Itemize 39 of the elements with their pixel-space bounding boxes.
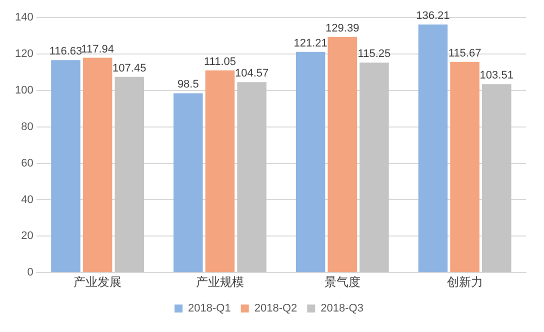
y-tick-label: 60	[21, 157, 34, 170]
legend-label: 2018-Q1	[188, 302, 231, 315]
bar	[174, 93, 203, 272]
y-tick-label: 20	[21, 230, 34, 242]
bar	[450, 62, 480, 272]
bar	[205, 70, 235, 272]
bar	[328, 36, 358, 272]
bar	[82, 58, 112, 272]
x-tick-label: 创新力	[446, 274, 483, 289]
bar	[237, 82, 266, 272]
legend-label: 2018-Q2	[254, 302, 298, 315]
bar	[418, 24, 448, 272]
x-tick-label: 产业发展	[74, 274, 122, 289]
legend-label: 2018-Q3	[320, 302, 364, 315]
bar	[114, 76, 144, 272]
data-label: 116.63	[49, 46, 82, 58]
bar	[360, 62, 389, 272]
data-label: 98.5	[177, 78, 199, 91]
data-label: 115.25	[358, 48, 391, 60]
y-tick-label: 0	[27, 266, 34, 279]
data-label: 115.67	[448, 47, 482, 60]
data-label: 117.94	[81, 43, 114, 56]
bar	[51, 60, 80, 272]
x-tick-label: 产业规模	[196, 274, 244, 289]
bar	[296, 52, 326, 272]
y-tick-label: 140	[14, 12, 34, 24]
data-label: 121.21	[294, 37, 328, 50]
y-tick-label: 80	[21, 120, 34, 133]
y-tick-label: 40	[21, 194, 34, 206]
data-label: 111.05	[204, 56, 236, 68]
bar	[482, 84, 512, 272]
data-label: 129.39	[326, 22, 360, 34]
y-tick-label: 100	[14, 84, 34, 96]
data-label: 136.21	[416, 10, 450, 22]
data-label: 103.51	[480, 70, 514, 82]
y-tick-label: 120	[14, 48, 34, 60]
data-label: 104.57	[234, 68, 269, 80]
x-tick-label: 景气度	[324, 274, 360, 289]
data-label: 107.45	[112, 62, 146, 74]
